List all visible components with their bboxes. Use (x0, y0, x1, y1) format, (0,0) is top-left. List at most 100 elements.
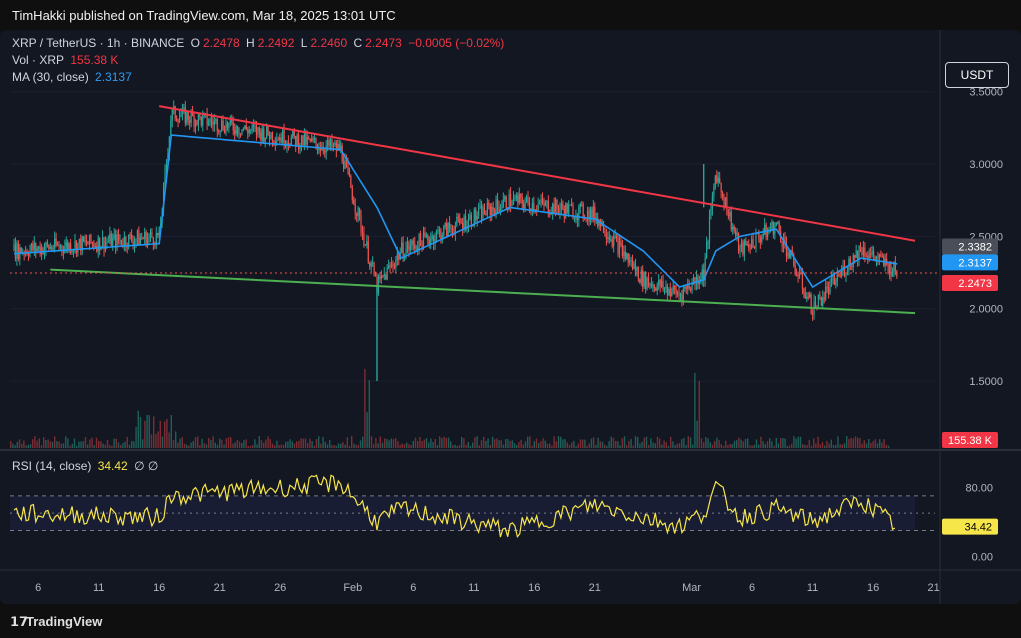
candle-body (200, 116, 202, 126)
volume-bar (648, 444, 650, 448)
volume-bar (694, 372, 696, 448)
volume-bar (456, 445, 458, 448)
candle-body (874, 255, 876, 261)
candle-body (576, 215, 578, 220)
volume-bar (439, 436, 441, 448)
volume-bar (472, 442, 474, 448)
candle-body (263, 128, 265, 142)
volume-bar (148, 415, 150, 448)
candle-body (441, 235, 443, 240)
candle-body (586, 210, 589, 220)
candle-body (659, 279, 661, 287)
volume-bar (674, 444, 676, 448)
candle-body (512, 197, 515, 204)
volume-bar (307, 443, 309, 448)
candle-body (585, 219, 587, 221)
chart-frame[interactable]: 3.5000 3.0000 2.5000 2.0000 1.5000 2.3382 2.31… (0, 30, 1021, 604)
volume-bar (879, 439, 881, 448)
candle-body (518, 194, 520, 203)
candle-body (266, 126, 268, 138)
candle-body (646, 277, 648, 289)
candle-body (434, 238, 436, 244)
volume-bar (659, 438, 661, 448)
volume-bar (883, 439, 885, 448)
volume-bar (876, 443, 879, 448)
ma-legend: MA (30, close) 2.3137 (12, 70, 135, 84)
volume-bar (249, 445, 252, 448)
volume-bar (685, 444, 687, 448)
candle-body (496, 199, 499, 206)
volume-bar (84, 437, 87, 448)
volume-bar (21, 443, 23, 448)
candle-body (402, 242, 404, 259)
volume-bar (412, 440, 414, 448)
candle-body (385, 274, 387, 280)
candle-body (446, 223, 448, 236)
volume-bar (562, 439, 564, 448)
volume-bar (755, 439, 758, 448)
volume-bar (593, 437, 595, 448)
volume-bar (225, 438, 227, 448)
candle-body (61, 245, 63, 250)
volume-bar (230, 437, 232, 448)
volume-bar (700, 438, 703, 448)
candle-body (383, 274, 385, 277)
candle-body (723, 196, 725, 207)
candle-body (690, 288, 692, 291)
candle-body (417, 247, 419, 251)
x-tick-label: Mar (682, 582, 701, 594)
volume-bar (769, 438, 771, 448)
volume-bar (738, 437, 740, 448)
candle-body (827, 287, 830, 294)
rsi-label[interactable]: RSI (14, close) (12, 459, 92, 473)
volume-bar (267, 436, 269, 448)
volume-bar (276, 440, 278, 448)
candle-body (854, 255, 856, 258)
y-tick-label: 2.0000 (969, 304, 1003, 316)
volume-bar (654, 443, 656, 448)
candle-body (319, 148, 321, 151)
candle-body (212, 121, 214, 125)
price-chart[interactable]: 3.50003.00002.50002.00001.50002.33822.31… (0, 30, 1021, 604)
candle-body (749, 247, 751, 249)
candle-body (30, 243, 33, 250)
candle-body (315, 138, 317, 145)
candle-body (582, 204, 584, 218)
candle-body (129, 234, 131, 236)
volume-bar (848, 439, 850, 448)
volume-bar (824, 445, 826, 448)
candle-body (528, 201, 531, 209)
volume-bar (467, 442, 469, 448)
tradingview-logo[interactable]: 𝟭𝟳TradingView (10, 614, 102, 630)
candle-body (605, 234, 608, 239)
currency-button[interactable]: USDT (945, 62, 1009, 88)
volume-label[interactable]: Vol · XRP (12, 53, 65, 67)
volume-bar (861, 443, 863, 448)
volume-bar (76, 445, 78, 448)
volume-bar (397, 441, 399, 448)
candle-body (116, 234, 118, 248)
candle-body (820, 296, 822, 306)
volume-bar (650, 438, 652, 448)
volume-bar (716, 437, 718, 448)
candle-body (237, 126, 239, 135)
candle-body (273, 141, 275, 143)
volume-bar (298, 441, 300, 448)
candle-body (132, 240, 134, 246)
volume-bar (753, 444, 755, 448)
volume-bar (38, 438, 40, 448)
candle-body (653, 284, 655, 289)
candle-body (785, 243, 788, 257)
candle-body (223, 129, 226, 133)
ma-line (13, 134, 898, 289)
candle-body (505, 196, 507, 209)
badge-volume (942, 432, 998, 448)
candle-body (454, 225, 457, 235)
ma-label[interactable]: MA (30, close) (12, 70, 89, 84)
volume-bar (384, 438, 386, 448)
candle-body (871, 251, 873, 254)
volume-bar (663, 440, 665, 448)
volume-bar (461, 436, 463, 448)
symbol-name[interactable]: XRP / TetherUS · 1h · BINANCE (12, 36, 185, 50)
